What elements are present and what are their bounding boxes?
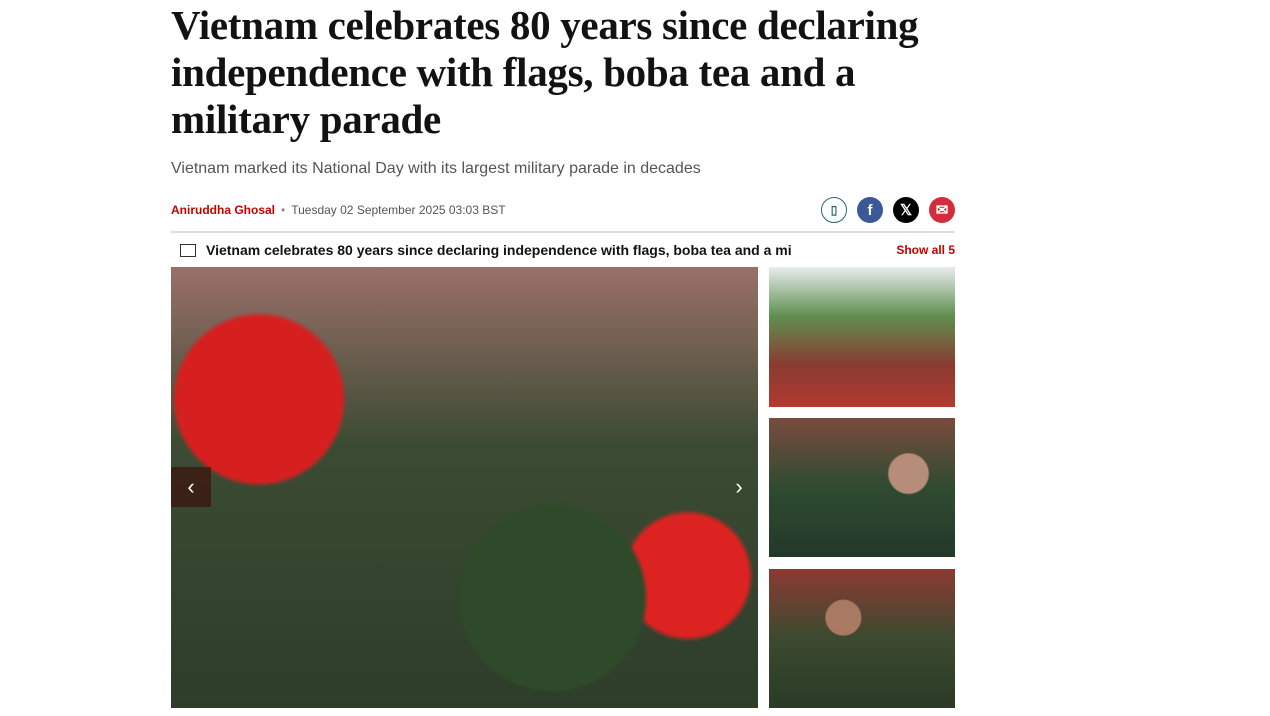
article-title: Vietnam celebrates 80 years since declar… [171, 2, 919, 142]
article-header: Vietnam celebrates 80 years since declar… [171, 2, 955, 708]
gallery-title: Vietnam celebrates 80 years since declar… [206, 242, 791, 258]
publish-date: Tuesday 02 September 2025 03:03 BST [291, 203, 506, 217]
byline-row: Aniruddha Ghosal • Tuesday 02 September 20… [171, 195, 955, 225]
bookmark-icon[interactable]: ▯ [821, 197, 847, 223]
facebook-icon[interactable]: f [857, 197, 883, 223]
email-icon[interactable]: ✉ [929, 197, 955, 223]
gallery-thumbnail[interactable] [769, 418, 955, 557]
x-icon[interactable]: 𝕏 [893, 197, 919, 223]
gallery-icon [180, 243, 196, 257]
gallery-thumbnail[interactable] [769, 267, 955, 407]
gallery-thumbnail[interactable] [769, 569, 955, 708]
separator: • [281, 203, 286, 217]
article-standfirst: Vietnam marked its National Day with its… [171, 160, 701, 177]
gallery-main-image[interactable] [171, 267, 758, 708]
gallery-prev-button[interactable]: ‹ [171, 467, 211, 507]
gallery: ‹ › [171, 267, 955, 708]
author-link[interactable]: Aniruddha Ghosal [171, 203, 276, 217]
divider [171, 231, 955, 233]
byline: Aniruddha Ghosal • Tuesday 02 September 20… [171, 203, 506, 217]
show-all-button[interactable]: Show all 5 [896, 243, 955, 257]
gallery-next-button[interactable]: › [735, 474, 743, 499]
gallery-header: Vietnam celebrates 80 years since declar… [171, 239, 955, 261]
share-bar: ▯ f 𝕏 ✉ [821, 197, 955, 223]
